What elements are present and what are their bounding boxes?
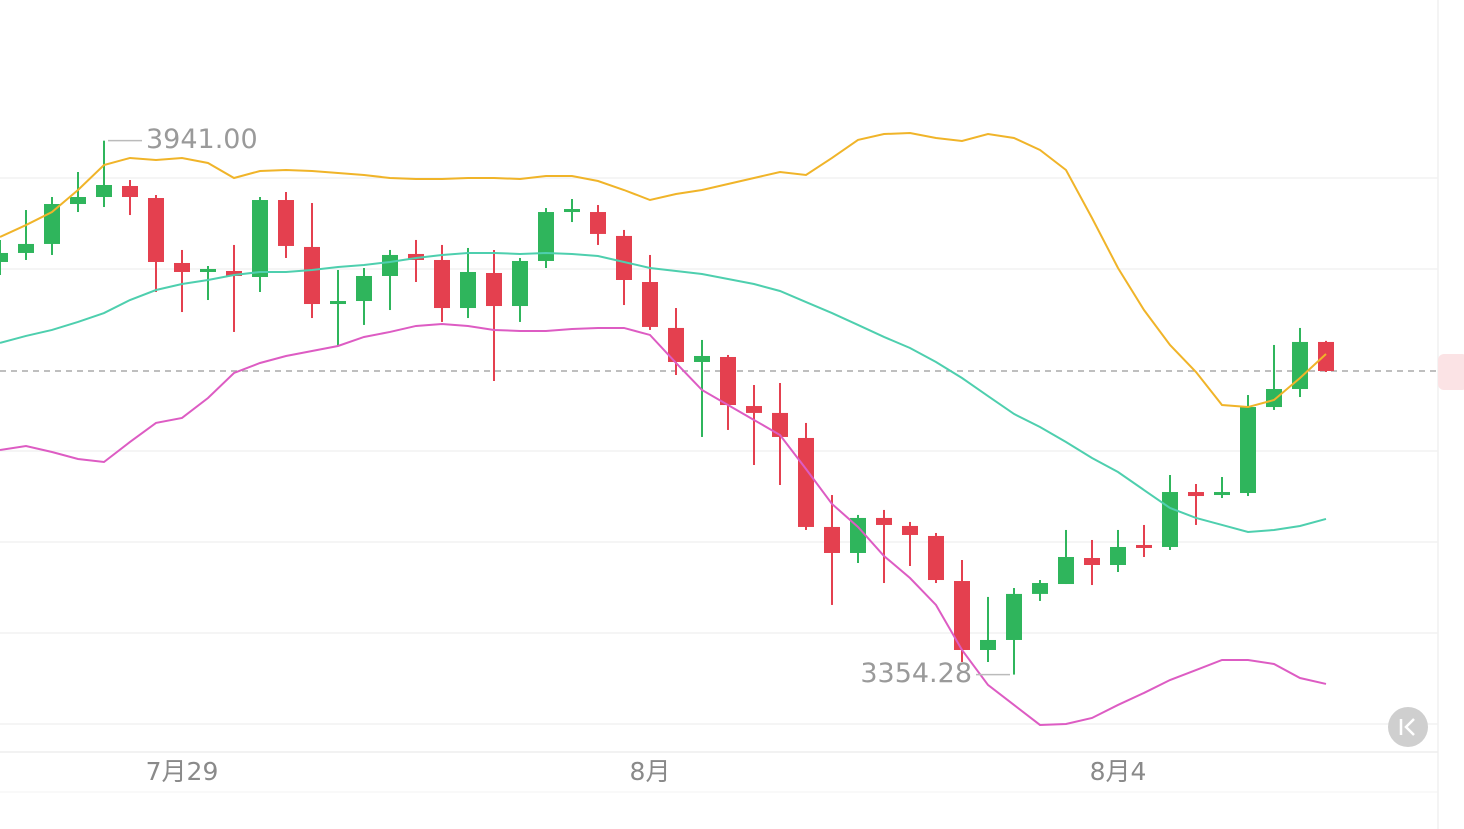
candle-body [876, 517, 892, 525]
x-tick-label: 7月29 [146, 757, 219, 786]
candle-body [642, 282, 658, 327]
candle-body [226, 270, 242, 276]
candle-body [1162, 492, 1178, 547]
candle-body [928, 535, 944, 581]
candle-body [824, 526, 840, 553]
candle-body [486, 272, 502, 307]
candle-body [850, 517, 866, 553]
candle-body [1084, 557, 1100, 566]
band-line [0, 322, 1327, 726]
candle-body [720, 356, 736, 406]
candle-body [954, 581, 970, 650]
candle-body [1214, 492, 1230, 496]
candle-body [564, 209, 580, 213]
high-label: 3941.00 [146, 124, 258, 155]
candle-body [1292, 341, 1308, 390]
candle-body [278, 200, 294, 246]
candle-body [0, 252, 8, 262]
low-label: 3354.28 [860, 658, 972, 689]
candle-body [746, 406, 762, 413]
candle-body [96, 184, 112, 198]
candle-body [330, 301, 346, 305]
candle-body [1240, 407, 1256, 494]
x-tick-label: 8月4 [1090, 757, 1147, 786]
candle-body [1266, 389, 1282, 408]
candle-body [252, 200, 268, 277]
candle-body [304, 246, 320, 305]
candle-body [18, 243, 34, 253]
back-to-latest-button[interactable] [1388, 707, 1428, 747]
candle-body [70, 197, 86, 205]
candle-body [1058, 556, 1074, 585]
candle-body [434, 259, 450, 309]
band-line [0, 132, 1327, 409]
candle-body [1032, 583, 1048, 594]
candle-body [1136, 544, 1152, 548]
candle-body [356, 275, 372, 302]
candle-body [1006, 593, 1022, 640]
candle-body [668, 327, 684, 362]
candle-body [382, 254, 398, 276]
price-tag [1438, 354, 1464, 390]
candle-body [460, 271, 476, 309]
candle-body [174, 262, 190, 272]
band-line [0, 251, 1327, 533]
candle-body [902, 525, 918, 535]
button-circle[interactable] [1388, 707, 1428, 747]
candle-body [798, 437, 814, 527]
candle-body [772, 412, 788, 437]
candle-body [44, 204, 60, 244]
candle-body [616, 235, 632, 280]
candle-body [148, 198, 164, 262]
candle-body [694, 355, 710, 362]
candle-body [980, 639, 996, 650]
candle-body [512, 260, 528, 307]
candle-body [1188, 492, 1204, 497]
candle-body [1110, 546, 1126, 566]
x-tick-label: 8月 [630, 757, 671, 786]
candle-body [590, 212, 606, 234]
candle-body [122, 185, 138, 198]
button-icon-arrow [1404, 718, 1415, 736]
candle-body [200, 268, 216, 272]
candle-body [1318, 341, 1334, 371]
candle-body [538, 212, 554, 261]
